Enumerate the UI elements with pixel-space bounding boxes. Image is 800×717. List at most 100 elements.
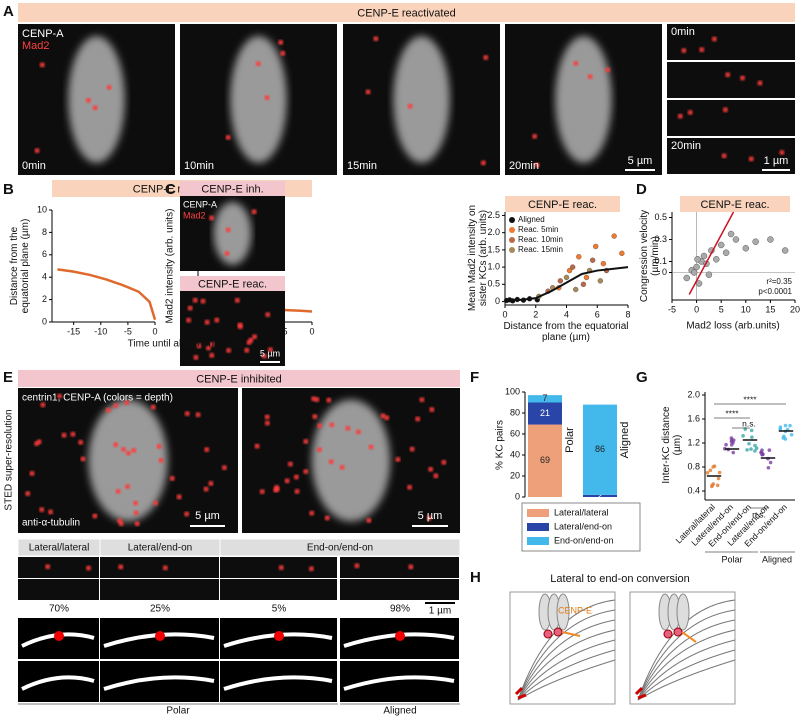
value-label: 7 bbox=[542, 393, 547, 403]
channel-label: CENP-A bbox=[22, 28, 64, 40]
kinetochore-signal bbox=[113, 403, 119, 409]
kinetochore-signal bbox=[255, 61, 261, 67]
kinetochore-signal bbox=[252, 334, 258, 340]
x-axis-label: Distance from the equatorial plane (µm) bbox=[503, 321, 629, 343]
kinetochore-signal bbox=[329, 422, 335, 428]
kinetochore-signal bbox=[134, 521, 140, 527]
y-tick-label: 0.3 bbox=[654, 234, 667, 244]
legend-swatch bbox=[509, 217, 515, 223]
y-tick-label: 6 bbox=[42, 249, 47, 259]
kinetochore-signal bbox=[169, 475, 175, 481]
kinetochore-signal bbox=[92, 513, 98, 519]
kinetochore-signal bbox=[209, 341, 215, 347]
panel-label: G bbox=[636, 369, 648, 386]
data-point bbox=[767, 236, 774, 243]
kinetochore-signal bbox=[433, 473, 439, 479]
kinetochore-signal bbox=[429, 407, 435, 413]
panel-label: C bbox=[165, 181, 176, 198]
kinetochore-signal bbox=[118, 521, 124, 527]
y-tick-label: 0 bbox=[495, 296, 500, 306]
kinetochore-signal bbox=[681, 48, 687, 54]
kinetochore-signal bbox=[105, 407, 111, 413]
kinetochore-signal bbox=[205, 345, 211, 351]
marker-label: centrin1, CENP-A (colors = depth) bbox=[22, 393, 173, 404]
schematic bbox=[18, 661, 99, 702]
kinetochore-signal bbox=[208, 480, 214, 486]
jitter-dot bbox=[717, 470, 722, 475]
kinetochore-signal bbox=[184, 511, 190, 517]
microtubule bbox=[517, 609, 616, 701]
chromosome bbox=[556, 593, 570, 631]
schematic-kc bbox=[395, 631, 405, 641]
micrograph bbox=[667, 62, 795, 98]
micrograph bbox=[180, 291, 285, 366]
jitter-dot bbox=[760, 448, 764, 452]
x-tick-label: 20 bbox=[790, 304, 800, 314]
kinetochore-signal bbox=[328, 459, 334, 465]
kinetochore-signal bbox=[237, 324, 243, 330]
chromosome bbox=[676, 593, 690, 631]
data-point bbox=[742, 245, 750, 252]
kinetochore-signal bbox=[303, 438, 309, 444]
kinetochore-signal bbox=[34, 441, 40, 447]
schematic-fiber bbox=[343, 675, 455, 691]
jitter-dot bbox=[753, 443, 757, 448]
schematic bbox=[340, 661, 459, 702]
y-tick-label: 1.6 bbox=[687, 413, 700, 423]
y-tick-label: 1.2 bbox=[687, 437, 700, 447]
x-tick-label: -10 bbox=[94, 326, 107, 336]
kinetochore bbox=[663, 629, 673, 639]
y-tick-label: 2.5 bbox=[487, 210, 500, 220]
banner bbox=[18, 3, 795, 22]
kinetochore-signal bbox=[480, 160, 486, 166]
spindle-signal bbox=[311, 399, 391, 522]
kinetochore-signal bbox=[244, 347, 250, 353]
kinetochore-signal bbox=[711, 36, 717, 42]
data-point bbox=[693, 263, 700, 271]
kinetochore-signal bbox=[587, 74, 593, 80]
banner bbox=[680, 196, 790, 212]
kinetochore-signal bbox=[748, 156, 754, 162]
y-tick-label: 8 bbox=[42, 227, 47, 237]
kinetochore-signal bbox=[287, 461, 293, 467]
panel-label: B bbox=[3, 181, 14, 198]
jitter-dot bbox=[754, 446, 759, 451]
kinetochore-signal bbox=[428, 466, 434, 472]
y-tick-label: 2 bbox=[42, 294, 47, 304]
percentage: 98% bbox=[390, 604, 410, 615]
jitter-dot bbox=[753, 449, 757, 453]
data-point bbox=[717, 241, 725, 249]
kinetochore-signal bbox=[303, 469, 309, 475]
microtubule bbox=[517, 639, 616, 701]
data-point bbox=[727, 230, 735, 238]
value-label: 21 bbox=[540, 408, 550, 418]
microtubule bbox=[637, 639, 736, 701]
banner bbox=[180, 181, 285, 196]
y-tick-label: 20 bbox=[510, 470, 520, 480]
kinetochore-signal bbox=[419, 397, 425, 403]
microtubule bbox=[637, 619, 736, 701]
banner-text: CENP-E reac. bbox=[528, 199, 597, 211]
y-tick-label: 0.5 bbox=[654, 212, 667, 222]
kinetochore-signal bbox=[264, 420, 270, 426]
kinetochore-signal bbox=[106, 84, 112, 90]
kinetochore-signal bbox=[224, 250, 230, 256]
kinetochore-signal bbox=[70, 431, 76, 437]
kinetochore-signal bbox=[156, 443, 162, 449]
kinetochore-signal bbox=[234, 297, 240, 303]
group-label: Aligned bbox=[762, 554, 792, 564]
method-label: STED super-resolution bbox=[4, 409, 15, 510]
kinetochore-signal bbox=[483, 55, 489, 61]
data-point bbox=[583, 274, 590, 281]
y-tick-label: 0 bbox=[42, 316, 47, 326]
kinetochore-signal bbox=[214, 317, 220, 323]
kinetochore-signal bbox=[687, 109, 693, 115]
kinetochore bbox=[553, 627, 563, 637]
y-axis-label: % KC pairs bbox=[494, 420, 506, 471]
kinetochore-signal bbox=[308, 566, 314, 572]
schematic-fiber bbox=[103, 675, 215, 691]
y-tick-label: 0 bbox=[662, 267, 667, 277]
channel-label: CENP-A bbox=[183, 199, 217, 209]
inset-timepoint: 20min bbox=[671, 140, 701, 152]
